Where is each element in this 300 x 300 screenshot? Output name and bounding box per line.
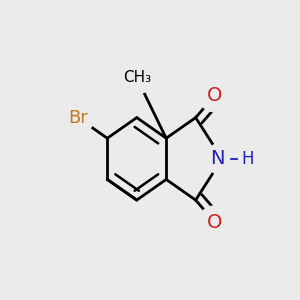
Circle shape xyxy=(62,101,94,134)
Text: Br: Br xyxy=(68,109,88,127)
Text: CH₃: CH₃ xyxy=(123,70,151,86)
Circle shape xyxy=(199,206,231,238)
Text: O: O xyxy=(207,86,223,105)
Circle shape xyxy=(199,79,231,112)
Circle shape xyxy=(121,62,153,94)
Text: H: H xyxy=(241,150,254,168)
Circle shape xyxy=(206,142,238,175)
Text: O: O xyxy=(207,213,223,232)
Text: N: N xyxy=(211,149,225,168)
